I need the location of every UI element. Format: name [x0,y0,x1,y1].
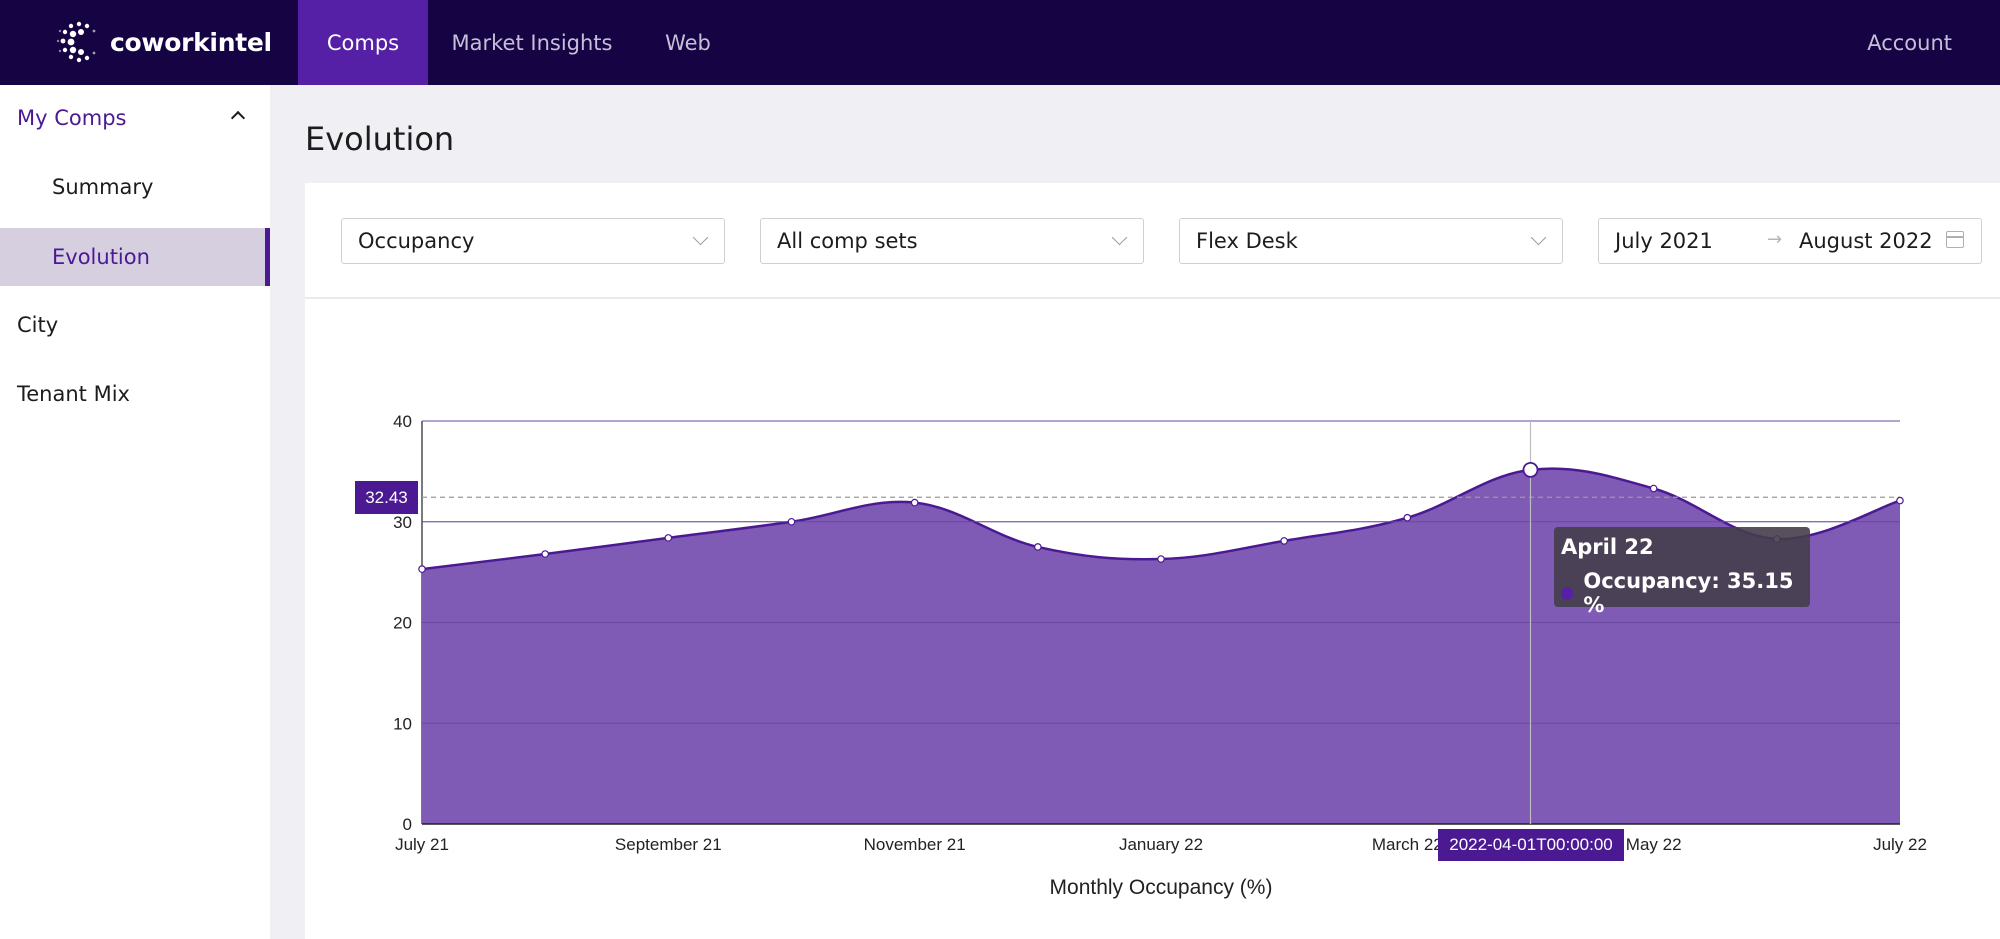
comp-set-select[interactable]: All comp sets [760,218,1144,264]
filter-bar: Occupancy All comp sets Flex Desk July 2… [305,183,2000,299]
reference-value-label: 32.43 [355,481,418,514]
sidebar-item-evolution[interactable]: Evolution [0,228,270,286]
data-point[interactable] [1280,537,1288,545]
sidebar-item-label: Evolution [52,245,150,269]
tab-comps[interactable]: Comps [298,0,428,85]
data-point[interactable] [1649,484,1658,493]
date-start[interactable]: July 2021 [1615,229,1713,253]
metric-select[interactable]: Occupancy [341,218,725,264]
y-tick-label: 0 [403,815,412,834]
product-select[interactable]: Flex Desk [1179,218,1563,264]
tab-market-insights[interactable]: Market Insights [451,30,613,55]
x-tick-label: November 21 [864,835,966,854]
y-tick-label: 10 [393,714,412,733]
date-range-picker[interactable]: July 2021 → August 2022 [1598,218,1982,264]
data-point-highlighted[interactable] [1522,461,1539,478]
y-tick-label: 40 [393,412,412,431]
sidebar-item-summary[interactable]: Summary [0,158,270,216]
page-title: Evolution [305,120,455,158]
x-tick-label: March 22 [1372,835,1443,854]
sidebar-item-city[interactable]: City [0,296,270,354]
data-point[interactable] [541,550,549,558]
x-tick-label: July 22 [1873,835,1927,854]
chart-tooltip: April 22 Occupancy: 35.15 % [1554,527,1810,617]
x-axis-title: Monthly Occupancy (%) [1050,876,1273,899]
tab-web[interactable]: Web [665,30,711,55]
sidebar-item-label: Tenant Mix [17,382,130,406]
account-link[interactable]: Account [1867,30,1952,55]
y-tick-label: 20 [393,614,412,633]
data-point[interactable] [1896,496,1904,505]
date-end[interactable]: August 2022 [1799,229,1933,253]
crosshair-x-label: 2022-04-01T00:00:00 [1438,829,1624,861]
data-point[interactable] [1034,543,1042,551]
sidebar-item-tenant-mix[interactable]: Tenant Mix [0,365,270,423]
arrow-right-icon: → [1767,229,1783,250]
x-tick-label: July 21 [395,835,449,854]
brand-name: coworkintel [110,27,272,57]
comp-set-select-value: All comp sets [777,229,918,253]
data-point[interactable] [1403,513,1412,522]
sidebar: My Comps Summary Evolution City Tenant M… [0,85,270,939]
data-point[interactable] [418,565,426,573]
series-dot-icon [1561,586,1574,600]
sidebar-item-label: City [17,313,59,337]
sidebar-group-my-comps[interactable]: My Comps [0,89,270,147]
tooltip-title: April 22 [1561,535,1654,559]
y-tick-label: 30 [393,513,412,532]
tooltip-value: Occupancy: 35.15 % [1583,569,1794,617]
x-tick-label: September 21 [615,835,722,854]
data-point[interactable] [787,517,796,526]
x-tick-label: January 22 [1119,835,1203,854]
sidebar-item-label: Summary [52,175,154,199]
metric-select-value: Occupancy [358,229,475,253]
data-point[interactable] [910,498,919,507]
brand-logo[interactable]: coworkintel [54,12,272,72]
tooltip-row: Occupancy: 35.15 % [1561,569,1810,617]
product-select-value: Flex Desk [1196,229,1298,253]
top-navigation-bar: coworkintel Comps Market Insights Web Ac… [0,0,2000,85]
data-point[interactable] [1157,555,1165,563]
data-point[interactable] [664,534,673,542]
sidebar-group-label: My Comps [17,106,127,130]
logo-icon [56,21,96,63]
x-tick-label: May 22 [1626,835,1682,854]
calendar-icon[interactable] [1946,231,1964,248]
